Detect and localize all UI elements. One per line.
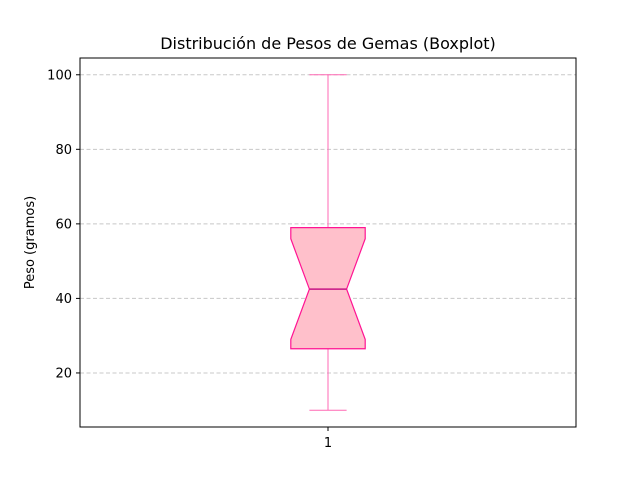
box-body: [290, 226, 366, 350]
y-tick-label: 100: [47, 68, 72, 83]
y-tick-label: 20: [55, 366, 72, 381]
y-tick-label: 40: [55, 292, 72, 307]
y-axis-label: Peso (gramos): [23, 196, 38, 289]
y-tick-label: 80: [55, 143, 72, 158]
y-axis: 20 40 60 80 100: [47, 68, 80, 381]
chart-title: Distribución de Pesos de Gemas (Boxplot): [160, 34, 496, 53]
x-tick-label: 1: [324, 436, 332, 451]
x-axis: 1: [324, 427, 332, 451]
y-tick-label: 60: [55, 217, 72, 232]
box-group: [290, 74, 366, 411]
